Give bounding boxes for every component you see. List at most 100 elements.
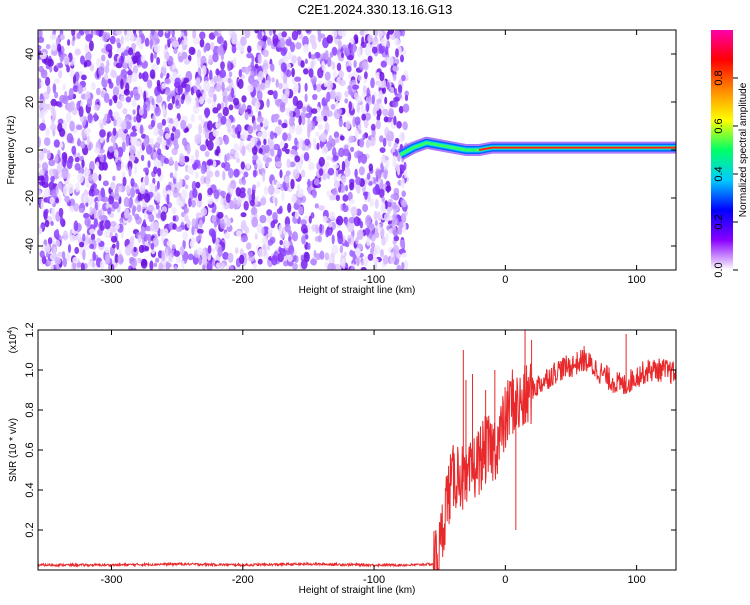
spectral-speckle — [149, 182, 156, 194]
spectral-speckle — [343, 47, 350, 57]
spectral-speckle — [66, 158, 73, 170]
spectral-speckle — [192, 37, 200, 45]
spectral-speckle — [273, 90, 278, 100]
spectral-speckle — [208, 228, 215, 237]
spectral-speckle — [110, 181, 116, 190]
spectral-speckle — [401, 213, 406, 222]
spectral-speckle — [76, 124, 83, 130]
spectral-speckle — [307, 123, 313, 133]
spectral-speckle — [380, 60, 387, 68]
spectral-speckle — [114, 192, 120, 201]
spectral-speckle — [266, 209, 273, 216]
spectral-speckle — [233, 203, 238, 210]
spectral-speckle — [331, 234, 335, 245]
spectral-speckle — [66, 65, 70, 73]
spectral-speckle — [364, 112, 371, 121]
spectral-speckle — [279, 37, 286, 48]
spectral-speckle — [123, 196, 130, 208]
spectral-speckle — [391, 146, 396, 153]
spectral-speckle — [343, 144, 349, 150]
spectral-speckle — [206, 170, 214, 178]
spectral-speckle — [104, 246, 110, 254]
spectral-speckle — [375, 119, 381, 130]
spectral-speckle — [44, 219, 50, 228]
spectral-speckle — [368, 163, 373, 172]
spectral-speckle — [72, 35, 76, 41]
spectral-speckle — [338, 117, 343, 128]
spectral-speckle — [77, 172, 84, 184]
spectral-speckle — [93, 112, 98, 122]
spectral-speckle — [214, 170, 220, 178]
spectral-speckle — [81, 74, 87, 81]
spectral-speckle — [329, 194, 336, 201]
spectral-speckle — [295, 199, 302, 205]
spectral-speckle — [231, 149, 235, 155]
spectral-speckle — [98, 215, 105, 221]
spectral-speckle — [313, 178, 320, 186]
spectral-speckle — [371, 94, 376, 105]
spectral-speckle — [246, 52, 254, 59]
spectral-speckle — [47, 237, 53, 245]
spectral-speckle — [391, 214, 396, 225]
spectral-speckle — [120, 95, 125, 102]
spectral-speckle — [228, 83, 232, 93]
spectral-speckle — [263, 138, 267, 146]
spectral-speckle — [204, 150, 210, 158]
spectral-speckle — [343, 251, 347, 258]
spectral-speckle — [256, 223, 263, 234]
spectral-speckle — [102, 180, 109, 187]
spectral-speckle — [395, 58, 400, 65]
spectral-speckle — [295, 124, 303, 136]
spectral-speckle — [150, 242, 155, 250]
spectral-speckle — [100, 260, 104, 270]
spectral-speckle — [373, 30, 379, 37]
spectral-speckle — [292, 168, 300, 180]
spectral-speckle — [294, 155, 301, 163]
spectral-speckle — [396, 264, 402, 270]
spectral-speckle — [86, 98, 93, 108]
spectral-speckle — [93, 104, 101, 111]
spectral-speckle — [387, 215, 393, 221]
spectral-speckle — [257, 53, 262, 65]
spectral-speckle — [300, 224, 308, 234]
spectral-speckle — [175, 226, 183, 232]
spectral-speckle — [170, 132, 175, 142]
spectral-speckle — [367, 34, 373, 43]
spectral-speckle — [79, 241, 85, 248]
spectral-speckle — [172, 188, 179, 198]
spectral-speckle — [179, 246, 185, 256]
spectral-speckle — [336, 215, 344, 226]
spectral-speckle — [326, 155, 333, 161]
bottom-frame — [37, 329, 677, 571]
spectral-speckle — [271, 254, 278, 266]
spectral-speckle — [187, 165, 194, 174]
spectral-speckle — [251, 145, 258, 156]
colorbar-tick-label: 0.4 — [713, 166, 725, 181]
spectral-speckle — [211, 247, 215, 254]
spectral-speckle — [366, 172, 371, 180]
spectral-speckle — [82, 249, 86, 261]
spectral-speckle — [175, 255, 182, 264]
spectral-speckle — [387, 206, 391, 215]
spectral-speckle — [275, 78, 279, 88]
spectral-speckle — [153, 192, 157, 198]
spectral-speckle — [89, 63, 95, 72]
bottom-xtick-label: -300 — [100, 574, 122, 586]
spectral-speckle — [317, 30, 321, 36]
spectral-speckle — [404, 94, 409, 102]
spectral-speckle — [63, 154, 68, 164]
spectral-speckle — [116, 100, 123, 110]
spectral-speckle — [236, 157, 241, 163]
bottom-multiplier: (x104) — [7, 327, 19, 354]
spectral-speckle — [279, 104, 286, 113]
spectral-speckle — [167, 123, 173, 130]
spectral-speckle — [344, 90, 349, 98]
spectral-speckle — [101, 54, 106, 62]
spectral-speckle — [59, 34, 65, 41]
spectral-speckle — [116, 47, 123, 54]
spectral-speckle — [184, 94, 192, 105]
spectral-speckle — [120, 121, 127, 130]
spectral-speckle — [157, 30, 164, 38]
spectral-speckle — [90, 233, 96, 241]
spectral-speckle — [38, 162, 41, 169]
